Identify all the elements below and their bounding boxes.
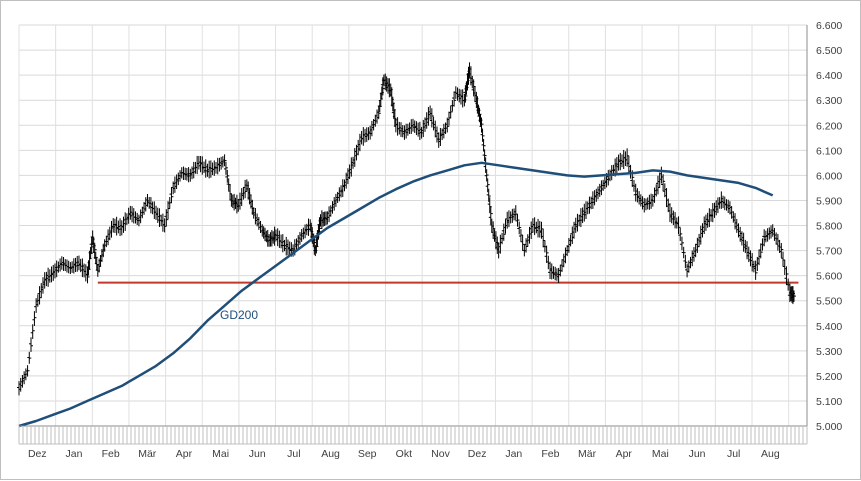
y-tick-label: 5.000 — [816, 421, 842, 433]
x-tick-label: Jan — [66, 448, 83, 460]
x-tick-label: Feb — [541, 448, 559, 460]
ohlc-series — [17, 62, 796, 396]
x-tick-label: Mär — [578, 448, 597, 460]
y-tick-label: 5.900 — [816, 195, 842, 207]
x-tick-label: Dez — [28, 448, 47, 460]
axes — [18, 25, 808, 445]
y-tick-label: 6.300 — [816, 95, 842, 107]
y-tick-label: 5.600 — [816, 271, 842, 283]
y-tick-label: 5.400 — [816, 321, 842, 333]
y-tick-label: 5.300 — [816, 346, 842, 358]
labels: 5.000 5.100 5.200 5.300 5.400 5.500 5.600 5.700… — [28, 20, 842, 460]
y-tick-label: 5.500 — [816, 296, 842, 308]
y-tick-label: 6.400 — [816, 70, 842, 82]
y-tick-label: 6.200 — [816, 120, 842, 132]
x-tick-label: Mai — [212, 448, 229, 460]
x-tick-label: Dez — [468, 448, 487, 460]
x-tick-label: Nov — [431, 448, 450, 460]
y-tick-label: 5.800 — [816, 221, 842, 233]
x-tick-label: Jul — [727, 448, 740, 460]
y-tick-label: 6.500 — [816, 45, 842, 57]
x-tick-label: Mai — [652, 448, 669, 460]
moving-average-series — [18, 161, 774, 428]
y-tick-label: 5.100 — [816, 396, 842, 408]
x-tick-label: Apr — [616, 448, 633, 460]
x-tick-label: Aug — [761, 448, 780, 460]
y-tick-label: 6.000 — [816, 170, 842, 182]
gd200-line — [18, 161, 774, 428]
x-tick-label: Okt — [396, 448, 412, 460]
gd200-label: GD200 — [220, 308, 258, 322]
x-tick-label: Mär — [138, 448, 157, 460]
x-tick-label: Aug — [321, 448, 340, 460]
y-tick-label: 6.100 — [816, 145, 842, 157]
x-tick-label: Sep — [358, 448, 377, 460]
x-tick-label: Jun — [249, 448, 266, 460]
grid-lines — [18, 24, 807, 427]
x-tick-label: Jun — [689, 448, 706, 460]
y-tick-label: 5.700 — [816, 246, 842, 258]
y-tick-label: 5.200 — [816, 371, 842, 383]
x-tick-label: Jan — [505, 448, 522, 460]
y-tick-label: 6.600 — [816, 20, 842, 32]
x-tick-label: Jul — [287, 448, 300, 460]
x-tick-label: Apr — [176, 448, 193, 460]
x-tick-label: Feb — [102, 448, 120, 460]
